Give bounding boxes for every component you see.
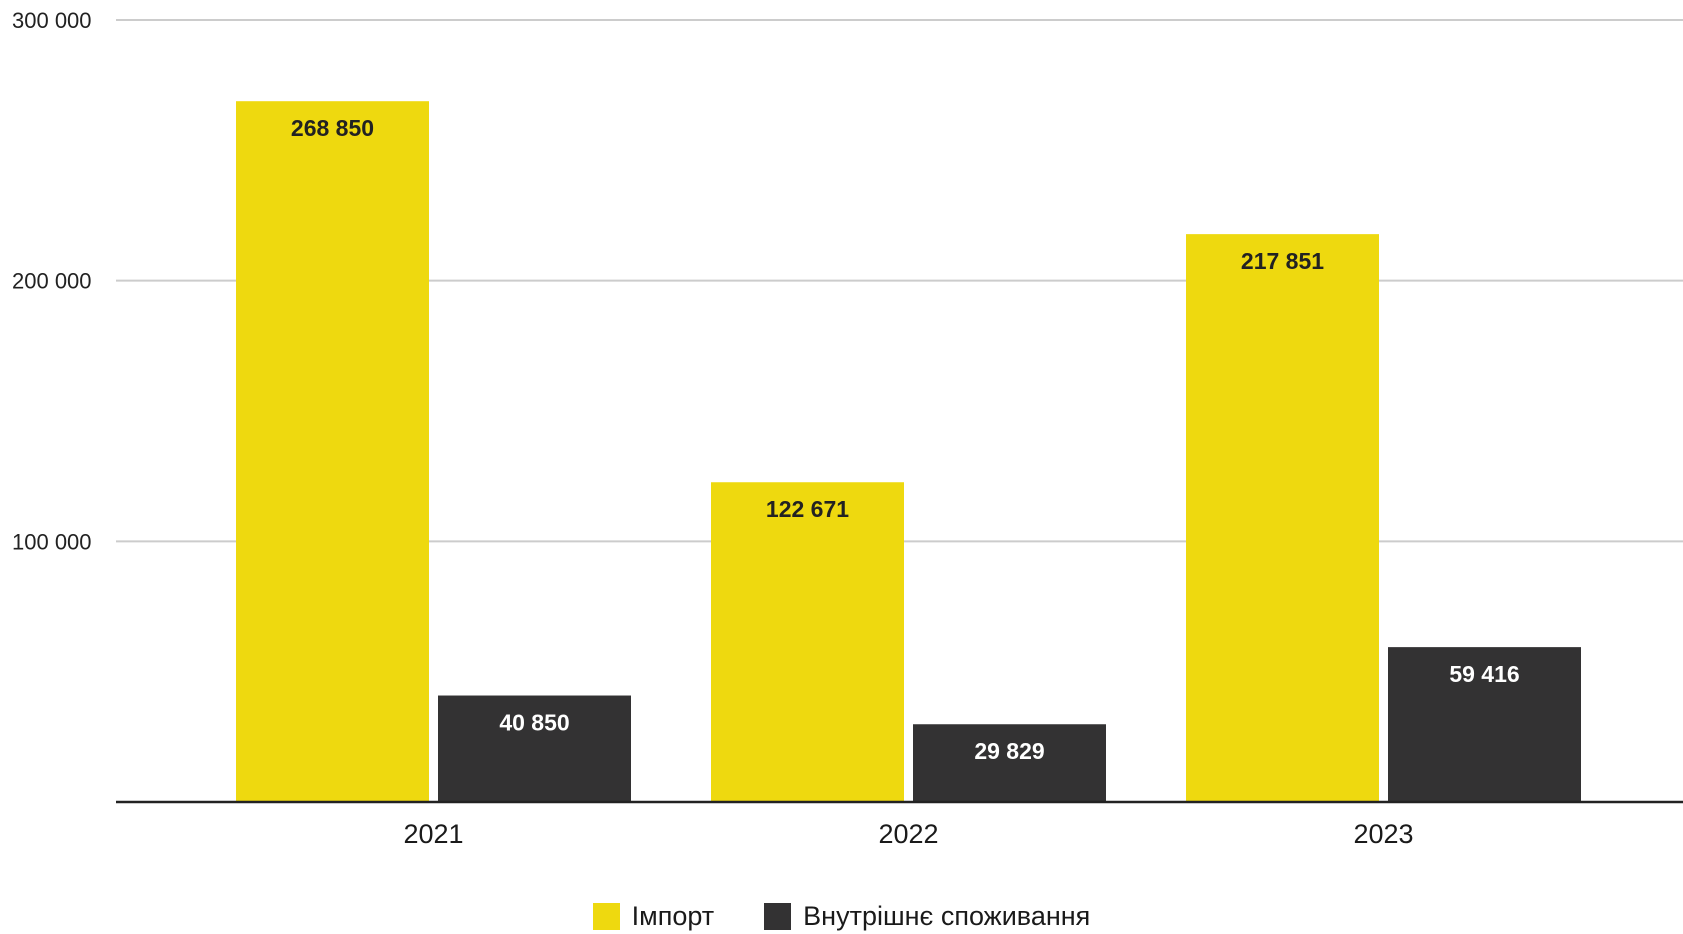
legend-swatch-domestic <box>764 902 792 930</box>
bar-chart: 100 000 200 000 300 000 268 850 40 850 122 6… <box>12 8 1683 849</box>
legend: Імпорт Внутрішнє споживання <box>0 898 1683 934</box>
bar <box>711 482 904 802</box>
bar <box>1186 234 1379 802</box>
bar-value-label: 59 416 <box>1449 661 1519 687</box>
bar <box>1388 647 1581 802</box>
x-tick-label: 2021 <box>403 819 463 849</box>
y-axis-ticks: 100 000 200 000 300 000 <box>12 8 92 554</box>
legend-swatch-import <box>592 902 620 930</box>
legend-label-import: Імпорт <box>631 900 715 931</box>
y-tick-label: 300 000 <box>12 8 92 33</box>
bar-value-label: 217 851 <box>1241 248 1324 274</box>
bar-value-label: 29 829 <box>974 738 1044 764</box>
bar <box>913 724 1106 802</box>
bar-value-label: 122 671 <box>766 496 849 522</box>
legend-item-import: Імпорт <box>592 900 715 932</box>
legend-item-domestic: Внутрішнє споживання <box>764 901 1090 932</box>
bar <box>236 101 429 802</box>
y-tick-label: 100 000 <box>12 529 92 554</box>
x-tick-label: 2023 <box>1353 819 1413 849</box>
bar-value-label: 268 850 <box>291 115 374 141</box>
legend-label-domestic: Внутрішнє споживання <box>803 900 1091 931</box>
x-tick-label: 2022 <box>878 819 938 849</box>
x-axis-ticks: 2021 2022 2023 <box>403 819 1413 849</box>
y-tick-label: 200 000 <box>12 269 92 294</box>
bar-value-label: 40 850 <box>499 710 569 736</box>
bars: 268 850 40 850 122 671 29 829 217 851 59 416 <box>236 101 1581 802</box>
bar <box>438 695 631 802</box>
